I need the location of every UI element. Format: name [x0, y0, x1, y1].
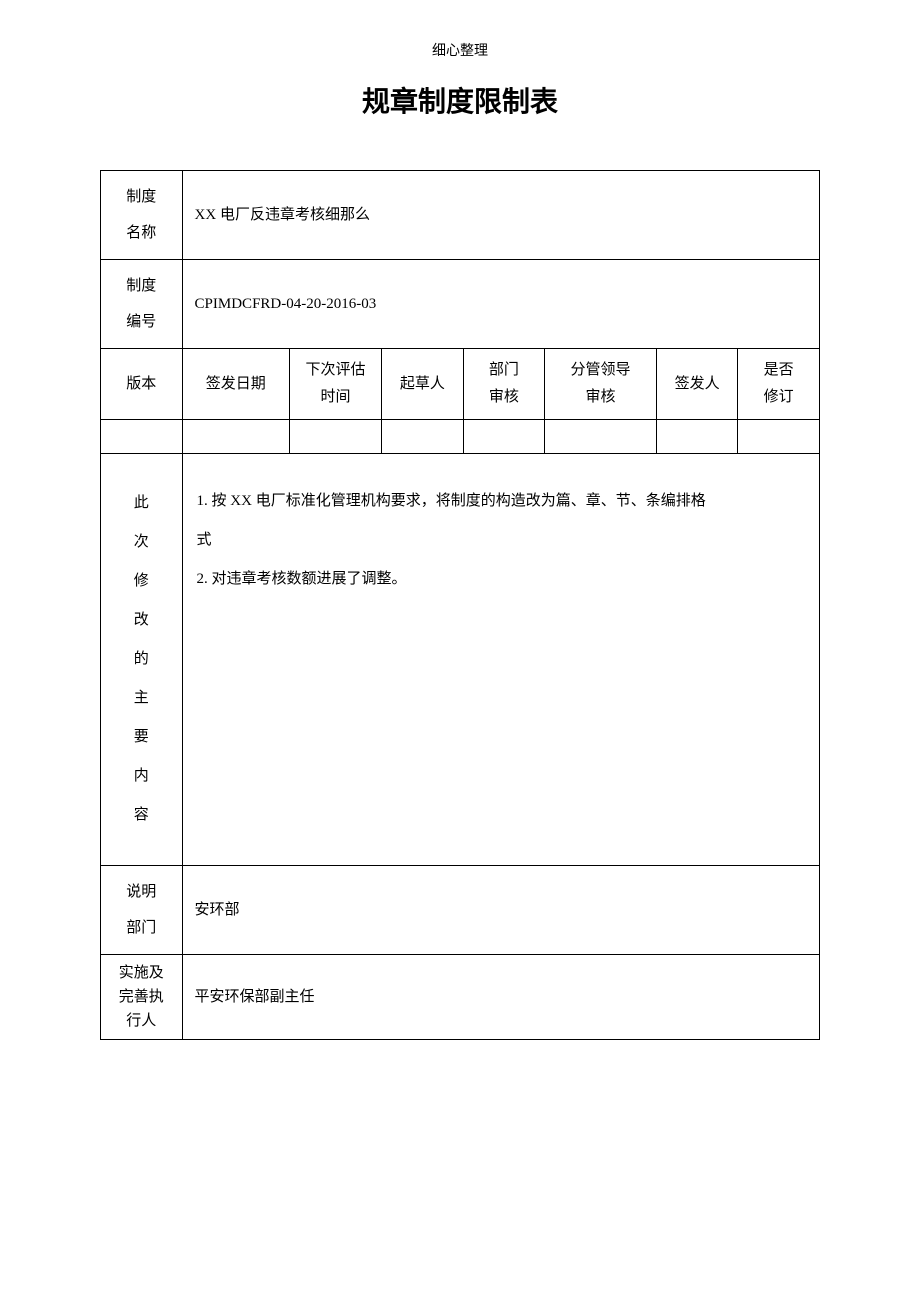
page-title: 规章制度限制表	[0, 80, 920, 120]
label-dept: 说明部门	[101, 866, 183, 955]
hdr-drafter: 起草人	[382, 349, 464, 420]
row-code: 制度编号 CPIMDCFRD-04-20-2016-03	[101, 260, 820, 349]
hdr-leader-review: 分管领导审核	[545, 349, 657, 420]
mod-line-3: 2. 对违章考核数额进展了调整。	[197, 560, 805, 599]
cell-empty-4	[382, 420, 464, 454]
value-dept: 安环部	[182, 866, 819, 955]
row-empty	[101, 420, 820, 454]
mod-line-2: 式	[197, 521, 805, 560]
row-name: 制度名称 XX 电厂反违章考核细那么	[101, 171, 820, 260]
row-dept: 说明部门 安环部	[101, 866, 820, 955]
cell-empty-6	[545, 420, 657, 454]
hdr-issuer: 签发人	[656, 349, 738, 420]
form-table: 制度名称 XX 电厂反违章考核细那么 制度编号 CPIMDCFRD-04-20-…	[100, 170, 820, 1040]
hdr-issue-date: 签发日期	[182, 349, 289, 420]
value-modification: 1. 按 XX 电厂标准化管理机构要求，将制度的构造改为篇、章、节、条编排格 式…	[182, 454, 819, 866]
value-exec: 平安环保部副主任	[182, 955, 819, 1040]
label-name: 制度名称	[101, 171, 183, 260]
cell-empty-5	[463, 420, 545, 454]
cell-empty-2	[182, 420, 289, 454]
mod-line-1: 1. 按 XX 电厂标准化管理机构要求，将制度的构造改为篇、章、节、条编排格	[197, 482, 805, 521]
cell-empty-3	[289, 420, 381, 454]
value-code: CPIMDCFRD-04-20-2016-03	[182, 260, 819, 349]
header-note: 细心整理	[0, 40, 920, 60]
form-table-wrap: 制度名称 XX 电厂反违章考核细那么 制度编号 CPIMDCFRD-04-20-…	[100, 170, 820, 1040]
row-headers: 版本 签发日期 下次评估时间 起草人 部门审核 分管领导审核 签发人 是否修订	[101, 349, 820, 420]
cell-empty-1	[101, 420, 183, 454]
row-modification: 此次修改的主要内容 1. 按 XX 电厂标准化管理机构要求，将制度的构造改为篇、…	[101, 454, 820, 866]
cell-empty-8	[738, 420, 820, 454]
label-exec: 实施及完善执行人	[101, 955, 183, 1040]
row-exec: 实施及完善执行人 平安环保部副主任	[101, 955, 820, 1040]
cell-empty-7	[656, 420, 738, 454]
label-code: 制度编号	[101, 260, 183, 349]
value-name: XX 电厂反违章考核细那么	[182, 171, 819, 260]
hdr-next-eval: 下次评估时间	[289, 349, 381, 420]
hdr-version: 版本	[101, 349, 183, 420]
hdr-revised: 是否修订	[738, 349, 820, 420]
label-modification: 此次修改的主要内容	[101, 454, 183, 866]
hdr-dept-review: 部门审核	[463, 349, 545, 420]
